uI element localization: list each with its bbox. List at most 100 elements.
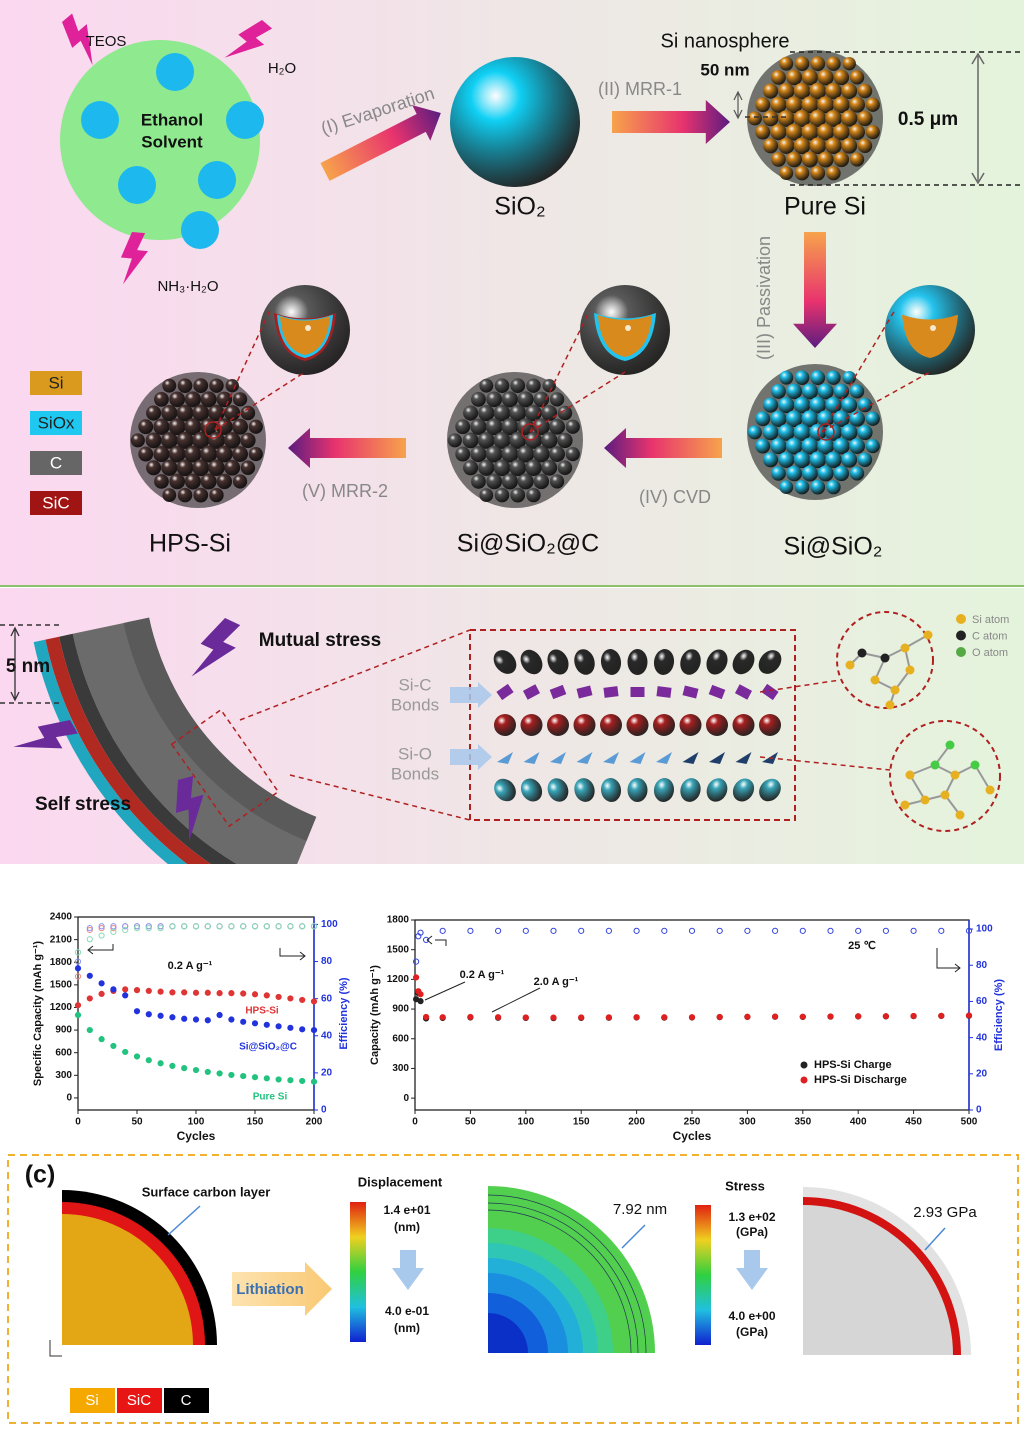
si-atom-row [547,714,569,736]
particle [755,97,771,113]
process-arrow [288,428,406,468]
particle [841,397,858,413]
dimension-head [733,90,743,120]
o-atom-row [732,778,755,802]
si-sio2-c-sphere [447,372,583,508]
teos-droplet [181,211,219,249]
particle [455,446,471,462]
atom [930,760,940,770]
particle [176,404,194,422]
si-c-bond [734,684,753,700]
data-point [772,1013,779,1020]
y-tick-label: 0 [66,1093,72,1104]
particle [470,445,487,463]
particle [793,396,811,414]
o-atom-row [653,778,675,802]
particle [240,405,256,421]
atom [955,810,965,820]
annotation: 5 nm [6,656,50,677]
data-point [157,923,164,930]
particle [825,137,842,155]
particle [865,97,880,112]
particle [810,370,826,386]
y-tick-label: 1500 [50,979,73,990]
annotation-arrow [491,987,541,1013]
atom [885,700,895,710]
particle [842,370,856,385]
particle [826,165,841,181]
atom [880,653,890,663]
si-c-bond [682,685,699,699]
particle [810,479,826,495]
si-atom-row [679,714,702,736]
data-point [216,1070,223,1077]
particle [865,411,880,426]
particle [549,474,565,489]
particle [763,83,779,99]
particle [533,473,550,490]
contour-line [487,1202,639,1354]
particle [130,433,145,448]
atom [900,800,910,810]
data-point [145,925,152,932]
si-sio2-inset [885,285,975,375]
particle [161,404,178,422]
particle [777,424,795,441]
particle [541,405,558,421]
x-tick-label: 250 [684,1117,701,1128]
inset-layer [902,314,958,358]
particle [138,446,154,462]
bolt [62,13,93,66]
particle [786,69,803,86]
particle [817,123,835,141]
atom [923,630,933,640]
legend-label: HPS-Si Charge [814,1059,892,1071]
particle [485,445,503,463]
particle [747,111,762,126]
si-c-bond [630,687,645,697]
atom [900,643,910,653]
data-point [910,927,917,934]
hps-si-inset [260,285,350,375]
x-axis-label: Cycles [673,1129,712,1143]
data-point [192,1016,200,1023]
data-point [495,1014,502,1021]
particle [833,69,850,86]
reagent-label: TEOS [86,33,127,50]
data-point [578,1014,585,1021]
data-point [86,995,93,1002]
data-point [275,923,282,930]
particle [525,404,542,422]
y-tick-label: 1200 [50,1002,73,1013]
zoom-line [759,756,891,771]
data-point [827,1013,834,1020]
particle [565,419,580,434]
particle [208,459,225,477]
c-atom-row [520,649,543,675]
data-point [467,927,474,934]
data-point [310,1078,318,1085]
si-c-bond [708,684,726,700]
particle [817,465,834,482]
particle [138,419,154,435]
particle [779,480,794,495]
atom [857,648,867,658]
particle [525,431,542,449]
data-point [251,991,259,998]
data-point [263,992,270,999]
displacement-contour [488,1313,528,1353]
particle [809,396,827,414]
data-point [240,990,247,997]
data-point [633,1014,640,1021]
o-atom-row [520,778,543,802]
data-point [110,925,117,932]
data-point [169,1062,176,1069]
atom-legend-dot [956,647,966,657]
particle [778,451,795,468]
annotation: 7.92 nm [613,1201,667,1218]
particle [849,70,865,85]
y2-tick-label: 80 [321,956,333,967]
c-atom-row [706,649,728,675]
particle [849,466,865,481]
data-point [605,1014,613,1021]
